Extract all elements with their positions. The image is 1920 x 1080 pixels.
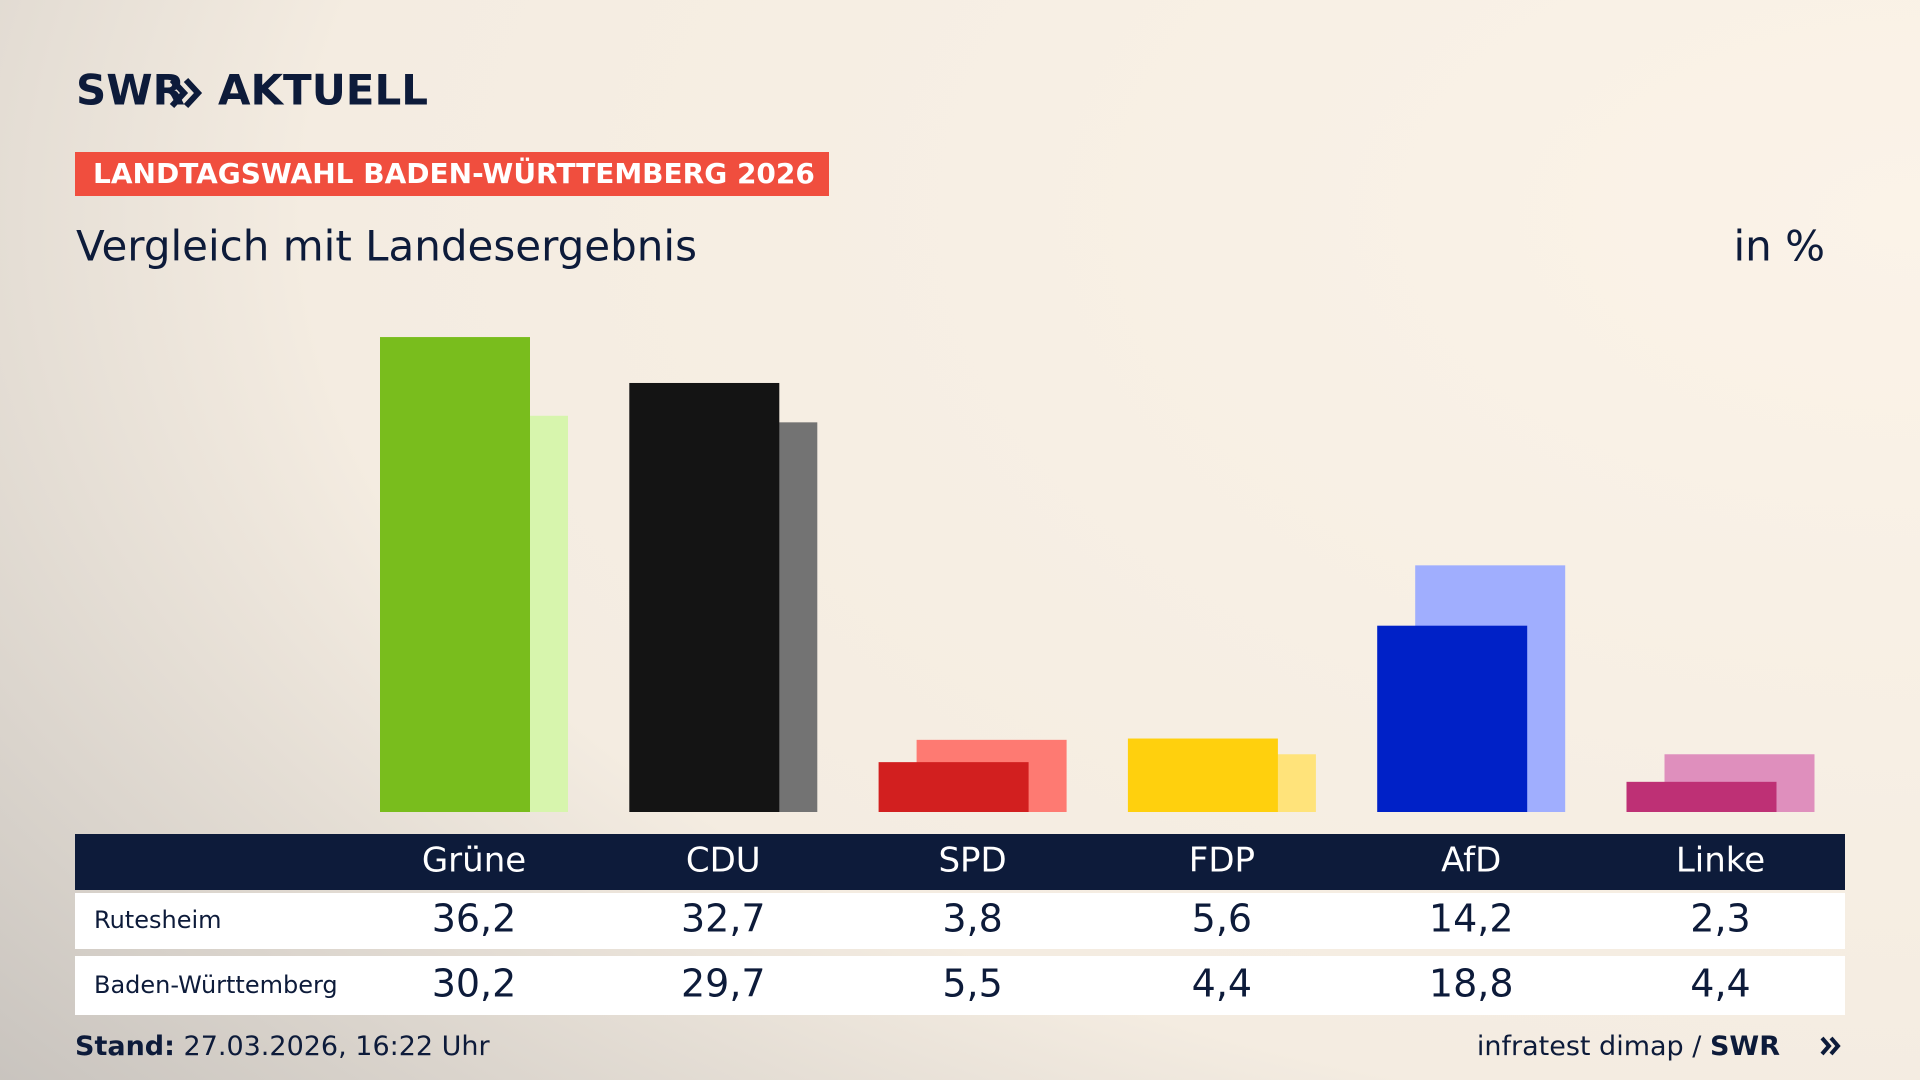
column-header: Grüne: [422, 841, 526, 881]
value-cell: 4,4: [1192, 962, 1252, 1006]
value-cell: 29,7: [681, 962, 766, 1006]
kicker-box: [75, 152, 829, 196]
table-header: [75, 834, 1845, 890]
row-label: Rutesheim: [94, 906, 222, 934]
bar: [629, 382, 780, 812]
stand: 27.03.2026, 16:22 Uhr: [184, 1031, 491, 1062]
chart-title: Vergleich mit Landesergebnis: [76, 222, 697, 271]
source-chevrons: [1820, 1036, 1841, 1056]
value-cell: 36,2: [432, 897, 517, 941]
source: infratest dimap / SWR: [1477, 1031, 1780, 1062]
brand-section: AKTUELL: [218, 66, 428, 115]
table-row: [75, 956, 1845, 1015]
unit-label: in %: [1733, 222, 1825, 271]
bar: [878, 762, 1029, 812]
bar: [1626, 781, 1777, 812]
source-brand: SWR: [1710, 1031, 1780, 1062]
value-cell: 3,8: [942, 897, 1002, 941]
table-row: [75, 893, 1845, 949]
value-cell: 2,3: [1690, 897, 1750, 941]
brand-chevrons: [169, 77, 203, 109]
value-cell: 14,2: [1429, 897, 1514, 941]
column-header: CDU: [686, 841, 761, 881]
column-header: Linke: [1676, 841, 1765, 881]
value-cell: 18,8: [1429, 962, 1514, 1006]
row-label: Baden-Württemberg: [94, 971, 338, 999]
value-cell: 30,2: [432, 962, 517, 1006]
source-text: infratest dimap /: [1477, 1031, 1702, 1062]
bar: [1127, 738, 1278, 812]
stand-label: Stand:: [75, 1031, 175, 1062]
bar: [380, 337, 530, 812]
value-cell: 5,6: [1192, 897, 1252, 941]
value-cell: 5,5: [942, 962, 1002, 1006]
value-cell: 4,4: [1690, 962, 1750, 1006]
column-header: FDP: [1189, 841, 1255, 881]
column-header: SPD: [938, 841, 1006, 881]
footer-stand: Stand: 27.03.2026, 16:22 Uhr: [75, 1031, 491, 1062]
kicker: LANDTAGSWAHL BADEN-WÜRTTEMBERG 2026: [93, 156, 815, 190]
column-header: AfD: [1441, 841, 1501, 881]
value-cell: 32,7: [681, 897, 766, 941]
brand: SWR: [76, 66, 185, 115]
bar: [1377, 625, 1528, 812]
